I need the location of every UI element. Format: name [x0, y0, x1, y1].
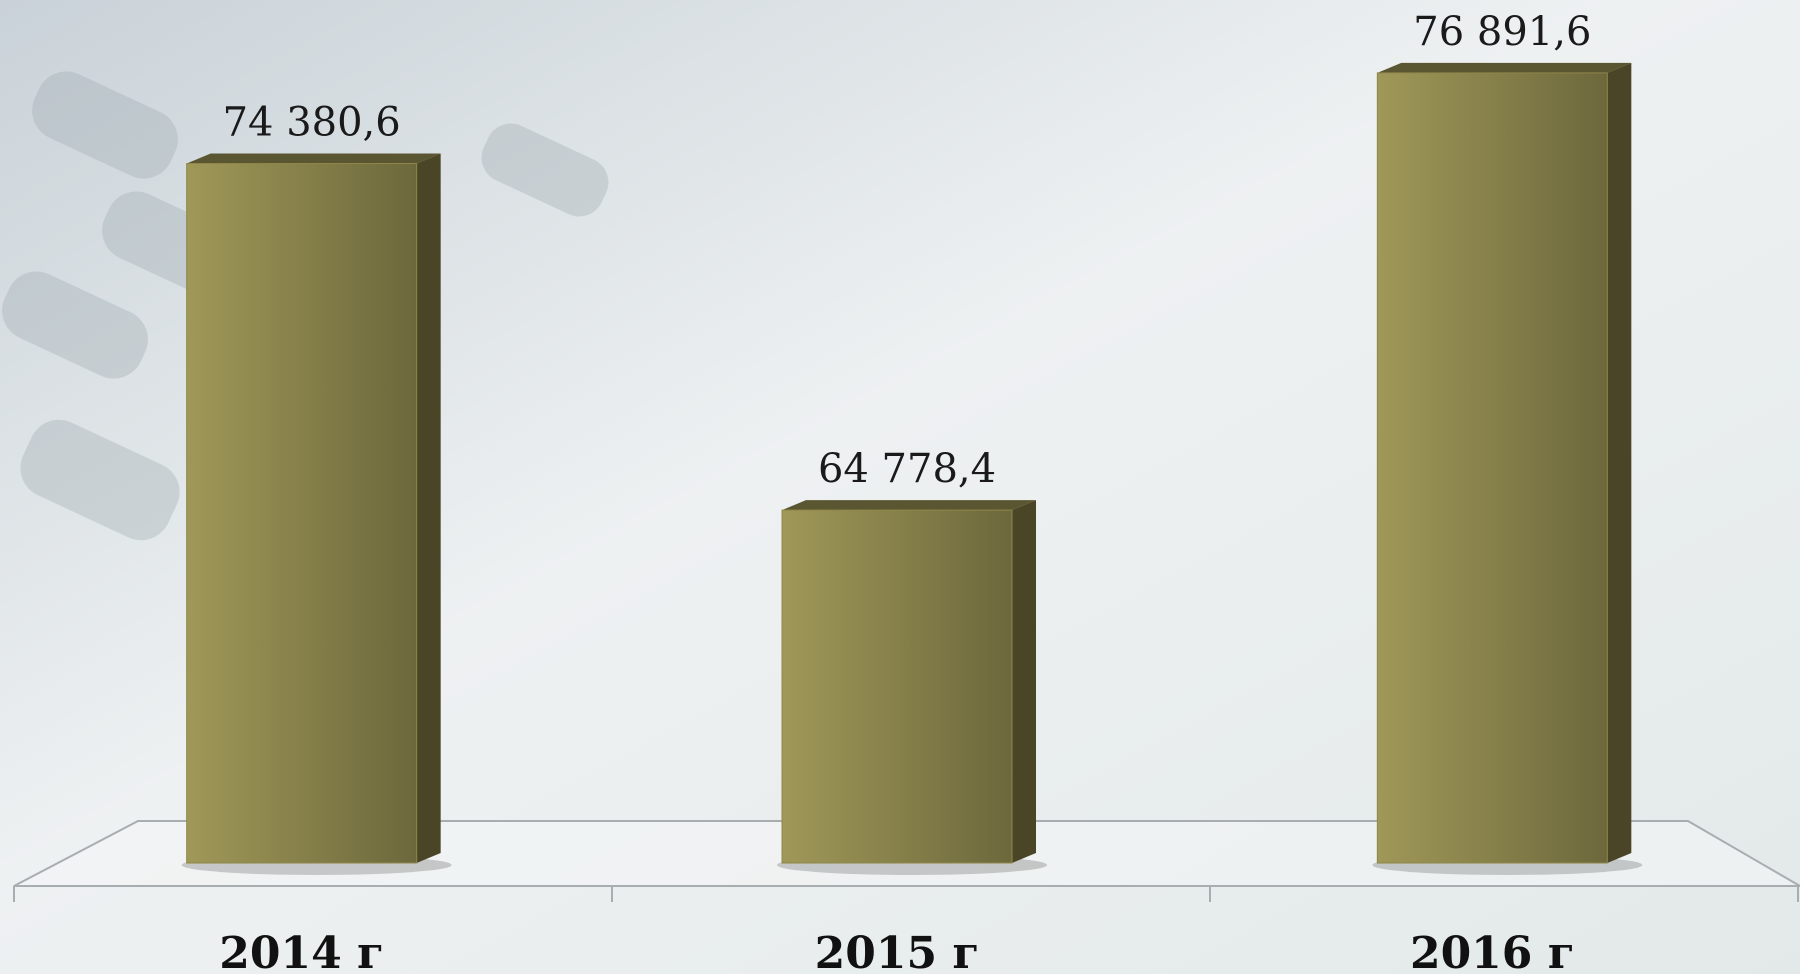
value-label: 74 380,6 — [223, 100, 401, 146]
bar-side — [417, 154, 441, 863]
x-tick-label: 2014 г — [219, 928, 384, 974]
bar — [782, 510, 1012, 863]
bar — [1377, 73, 1607, 863]
page: {"chart_data": {"type": "bar", "categori… — [0, 0, 1800, 974]
chart: 74 380,6 2014 г 64 778,4 2015 г 76 891,6 2016… — [0, 0, 1800, 974]
x-tick-label: 2016 г — [1410, 928, 1575, 974]
bar-side — [1607, 63, 1631, 863]
bar-top — [187, 154, 441, 164]
value-label: 76 891,6 — [1413, 9, 1591, 55]
value-label: 64 778,4 — [818, 446, 996, 492]
x-tick-label: 2015 г — [815, 928, 980, 974]
bar — [187, 164, 417, 863]
bar-top — [1377, 63, 1631, 73]
bar-top — [782, 500, 1036, 510]
bar-side — [1012, 500, 1036, 863]
